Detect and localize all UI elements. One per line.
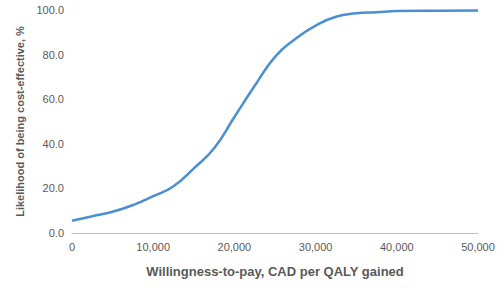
svg-text:30,000: 30,000 — [299, 241, 333, 253]
svg-text:50,000: 50,000 — [461, 241, 495, 253]
svg-text:60.0: 60.0 — [43, 93, 64, 105]
svg-text:Likelihood of being cost-effec: Likelihood of being cost-effective, % — [14, 26, 26, 217]
svg-text:20,000: 20,000 — [218, 241, 252, 253]
svg-text:10,000: 10,000 — [136, 241, 170, 253]
svg-text:80.0: 80.0 — [43, 49, 64, 61]
svg-text:40,000: 40,000 — [380, 241, 414, 253]
svg-text:100.0: 100.0 — [36, 4, 64, 16]
svg-text:0: 0 — [69, 241, 75, 253]
svg-text:20.0: 20.0 — [43, 182, 64, 194]
svg-text:40.0: 40.0 — [43, 138, 64, 150]
svg-text:Willingness-to-pay, CAD per QA: Willingness-to-pay, CAD per QALY gained — [146, 264, 404, 279]
svg-text:0.0: 0.0 — [49, 227, 64, 239]
